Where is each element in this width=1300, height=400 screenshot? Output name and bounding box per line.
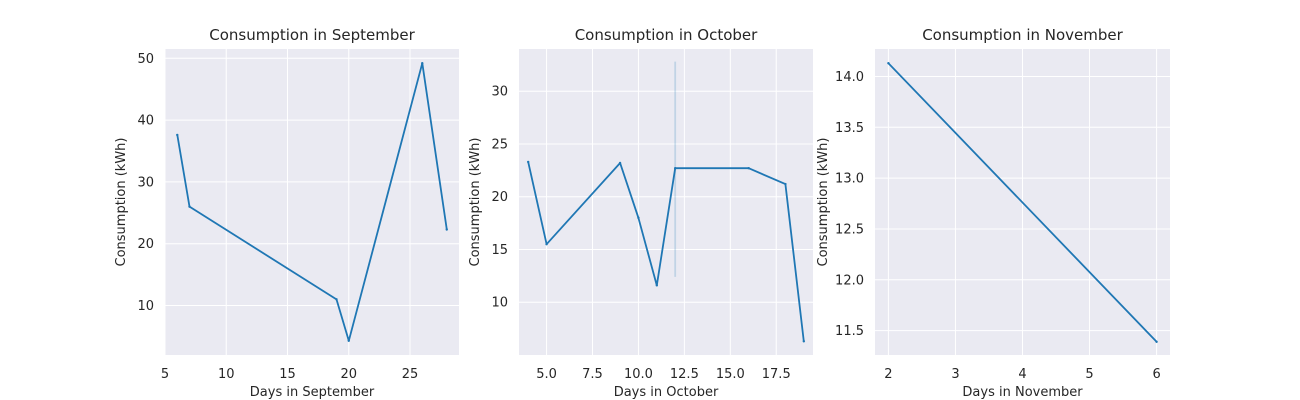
chart-panel-2: 5.0 7.5 10.0 12.5 15.0 17.5 10 15 20 25 30 Consumpt… [468, 26, 813, 400]
data-point [347, 339, 350, 342]
series-line [887, 62, 1158, 343]
series-line [176, 62, 448, 342]
chart-title: Consumption in October [575, 26, 758, 44]
data-point [802, 340, 806, 343]
data-point [784, 182, 787, 186]
y-tick-label: 12.5 [835, 222, 864, 237]
x-axis-label: Days in October [614, 385, 719, 400]
y-axis-label: Consumption (kWh) [114, 138, 129, 267]
data-point [637, 216, 640, 220]
y-tick-label: 10 [491, 296, 508, 311]
y-tick-label: 20 [491, 190, 508, 205]
chart-title: Consumption in September [209, 26, 415, 44]
y-tick-label: 10 [137, 299, 154, 314]
chart-panel-1: 5 10 15 20 25 10 20 30 40 50 Consumption in Septem… [114, 26, 459, 400]
plot-area [519, 49, 813, 355]
x-tick-label: 10 [218, 367, 235, 382]
x-tick-label: 20 [340, 367, 357, 382]
y-axis-label: Consumption (kWh) [816, 138, 831, 267]
x-tick-label: 15.0 [716, 367, 745, 382]
x-tick-label: 17.5 [762, 367, 791, 382]
y-tick-label: 11.5 [835, 324, 864, 339]
data-point [421, 62, 424, 65]
x-tick-label: 25 [402, 367, 419, 382]
x-tick-label: 5 [161, 367, 169, 382]
y-tick-label: 50 [137, 52, 154, 67]
data-point [545, 243, 548, 246]
x-tick-label: 2 [884, 367, 892, 382]
data-point [747, 167, 750, 170]
y-tick-label: 13.0 [835, 172, 864, 187]
data-point [887, 62, 890, 65]
y-axis-label: Consumption (kWh) [468, 138, 483, 267]
x-tick-label: 4 [1018, 367, 1026, 382]
plot-area [165, 49, 459, 355]
data-point [445, 228, 448, 231]
data-point [655, 284, 659, 287]
y-tick-label: 14.0 [835, 70, 864, 85]
y-tick-label: 12.0 [835, 273, 864, 288]
data-point [176, 133, 179, 137]
data-point [673, 167, 677, 170]
y-tick-label: 30 [491, 85, 508, 100]
x-tick-label: 5 [1085, 367, 1093, 382]
x-tick-label: 15 [279, 367, 296, 382]
data-point [335, 298, 338, 301]
y-tick-label: 20 [137, 237, 154, 252]
y-tick-label: 25 [491, 137, 508, 152]
x-tick-label: 6 [1152, 367, 1160, 382]
x-tick-label: 12.5 [670, 367, 699, 382]
y-tick-label: 30 [137, 175, 154, 190]
y-tick-label: 15 [491, 243, 508, 258]
x-tick-label: 3 [951, 367, 959, 382]
chart-panel-3: 2 3 4 5 6 11.5 12.0 12.5 13.0 13.5 14.0 Consumption… [816, 26, 1170, 400]
data-point [1155, 340, 1158, 343]
data-point [526, 160, 530, 164]
data-point [188, 205, 191, 208]
x-tick-label: 5.0 [536, 367, 557, 382]
data-point [618, 161, 622, 165]
y-tick-label: 13.5 [835, 121, 864, 136]
chart-title: Consumption in November [922, 26, 1123, 44]
x-tick-label: 7.5 [582, 367, 603, 382]
x-axis-label: Days in November [962, 385, 1083, 400]
x-axis-label: Days in September [250, 385, 375, 400]
y-tick-label: 40 [137, 114, 154, 129]
x-tick-label: 10.0 [624, 367, 653, 382]
